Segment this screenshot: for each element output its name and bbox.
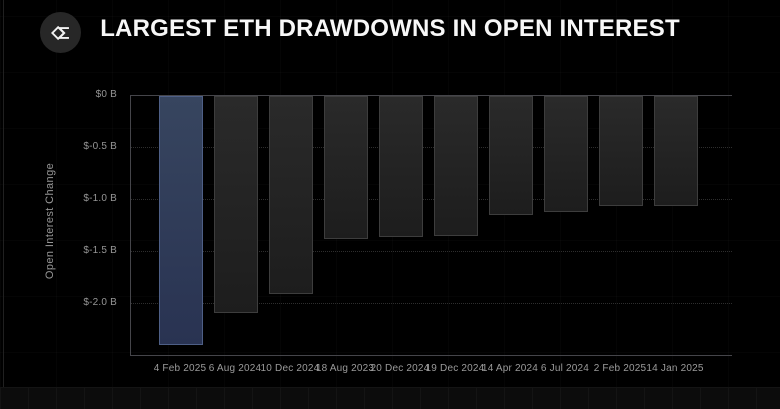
gridline-2.0 xyxy=(131,302,732,304)
zero-baseline xyxy=(131,95,732,96)
bar-10-dec-2024[interactable] xyxy=(269,96,313,294)
x-label-6-jul-2024: 6 Jul 2024 xyxy=(540,363,590,374)
bar-14-jan-2025[interactable] xyxy=(654,96,698,207)
x-label-18-aug-2023: 18 Aug 2023 xyxy=(315,363,375,374)
bar-19-dec-2024[interactable] xyxy=(434,96,478,237)
y-tick-label: $-0.5 B xyxy=(83,140,117,152)
footer-strip xyxy=(0,387,780,409)
y-tick-label: $0 B xyxy=(95,89,117,100)
y-tick-label: $-1.5 B xyxy=(83,244,117,256)
x-label-19-dec-2024: 19 Dec 2024 xyxy=(425,363,485,374)
plot-area xyxy=(130,95,732,356)
bar-18-aug-2023[interactable] xyxy=(324,96,368,240)
bar-6-jul-2024[interactable] xyxy=(544,96,588,213)
brand-logo[interactable] xyxy=(40,12,81,53)
gridline-1.0 xyxy=(131,198,732,200)
x-label-20-dec-2024: 20 Dec 2024 xyxy=(370,363,430,374)
bar-14-apr-2024[interactable] xyxy=(489,96,533,215)
y-tick-label: $-2.0 B xyxy=(83,296,117,308)
sigma-diamond-icon xyxy=(50,25,69,40)
left-edge-divider xyxy=(3,0,4,409)
gridline-1.5 xyxy=(131,250,732,252)
bar-2-feb-2025[interactable] xyxy=(599,96,643,207)
x-label-10-dec-2024: 10 Dec 2024 xyxy=(260,363,320,374)
x-label-4-feb-2025: 4 Feb 2025 xyxy=(153,363,207,374)
bar-4-feb-2025[interactable] xyxy=(159,96,203,345)
x-label-14-apr-2024: 14 Apr 2024 xyxy=(481,363,539,374)
x-label-14-jan-2025: 14 Jan 2025 xyxy=(646,363,704,374)
y-tick-label: $-1.0 B xyxy=(83,192,117,204)
bar-6-aug-2024[interactable] xyxy=(214,96,258,314)
chart-title: LARGEST ETH DRAWDOWNS IN OPEN INTEREST xyxy=(100,15,680,42)
bar-20-dec-2024[interactable] xyxy=(379,96,423,238)
gridline-0.5 xyxy=(131,146,732,148)
x-label-6-aug-2024: 6 Aug 2024 xyxy=(208,363,262,374)
x-label-2-feb-2025: 2 Feb 2025 xyxy=(593,363,647,374)
